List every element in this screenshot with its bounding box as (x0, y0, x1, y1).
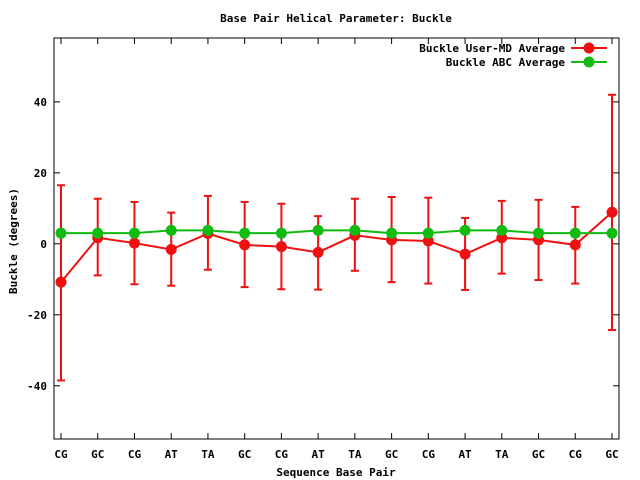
legend-label-abc: Buckle ABC Average (446, 56, 566, 69)
x-tick-label: GC (91, 448, 104, 461)
data-point (202, 224, 214, 236)
series-layer (55, 93, 618, 382)
x-tick-label: TA (348, 448, 362, 461)
series-abc (55, 224, 618, 239)
data-point (275, 227, 287, 239)
legend-marker-user-md (583, 42, 595, 54)
y-tick-label: 40 (34, 96, 47, 109)
legend-entry-abc: Buckle ABC Average (446, 56, 607, 69)
x-tick-label: AT (165, 448, 179, 461)
y-tick-label: -20 (27, 309, 47, 322)
data-point (128, 237, 140, 249)
data-point (459, 224, 471, 236)
data-point (92, 227, 104, 239)
legend-label-user-md: Buckle User-MD Average (419, 42, 565, 55)
series-user-md (55, 93, 618, 382)
data-point (459, 248, 471, 260)
data-point (606, 206, 618, 218)
data-point (165, 244, 177, 256)
data-point (55, 227, 67, 239)
x-tick-label: GC (238, 448, 251, 461)
data-point (496, 224, 508, 236)
x-tick-label: CG (569, 448, 583, 461)
y-axis-label: Buckle (degrees) (7, 188, 20, 294)
x-axis-label: Sequence Base Pair (276, 466, 396, 479)
data-point (422, 235, 434, 247)
data-point (55, 276, 67, 288)
x-tick-label: CG (128, 448, 142, 461)
data-point (128, 227, 140, 239)
series-line (60, 211, 613, 283)
x-tick-label: GC (605, 448, 618, 461)
y-axis: -40 -20 0 20 40 (27, 96, 619, 393)
x-tick-label: GC (532, 448, 545, 461)
data-point (275, 241, 287, 253)
x-tick-label: AT (312, 448, 326, 461)
x-tick-label: GC (385, 448, 398, 461)
data-point (165, 224, 177, 236)
data-point (312, 224, 324, 236)
data-point (422, 227, 434, 239)
legend: Buckle User-MD Average Buckle ABC Averag… (419, 42, 607, 69)
x-tick-label: CG (275, 448, 289, 461)
legend-marker-abc (583, 56, 595, 68)
data-point (239, 227, 251, 239)
data-point (569, 239, 581, 251)
x-tick-label: TA (495, 448, 509, 461)
y-tick-label: 20 (34, 167, 47, 180)
x-tick-label: CG (54, 448, 68, 461)
data-point (312, 246, 324, 258)
x-tick-label: TA (201, 448, 215, 461)
data-point (606, 227, 618, 239)
y-tick-label: -40 (27, 380, 47, 393)
data-point (569, 227, 581, 239)
data-point (386, 227, 398, 239)
data-point (533, 227, 545, 239)
data-point (239, 239, 251, 251)
series-line (61, 229, 612, 235)
x-axis: CG GC CG AT TA GC CG AT TA GC CG AT TA GC CG GC (54, 38, 619, 461)
x-tick-label: CG (422, 448, 436, 461)
y-tick-label: 0 (40, 238, 47, 251)
legend-entry-user-md: Buckle User-MD Average (419, 42, 607, 55)
data-point (349, 224, 361, 236)
chart-title: Base Pair Helical Parameter: Buckle (220, 12, 452, 25)
x-tick-label: AT (458, 448, 472, 461)
plot-frame (53, 37, 620, 440)
